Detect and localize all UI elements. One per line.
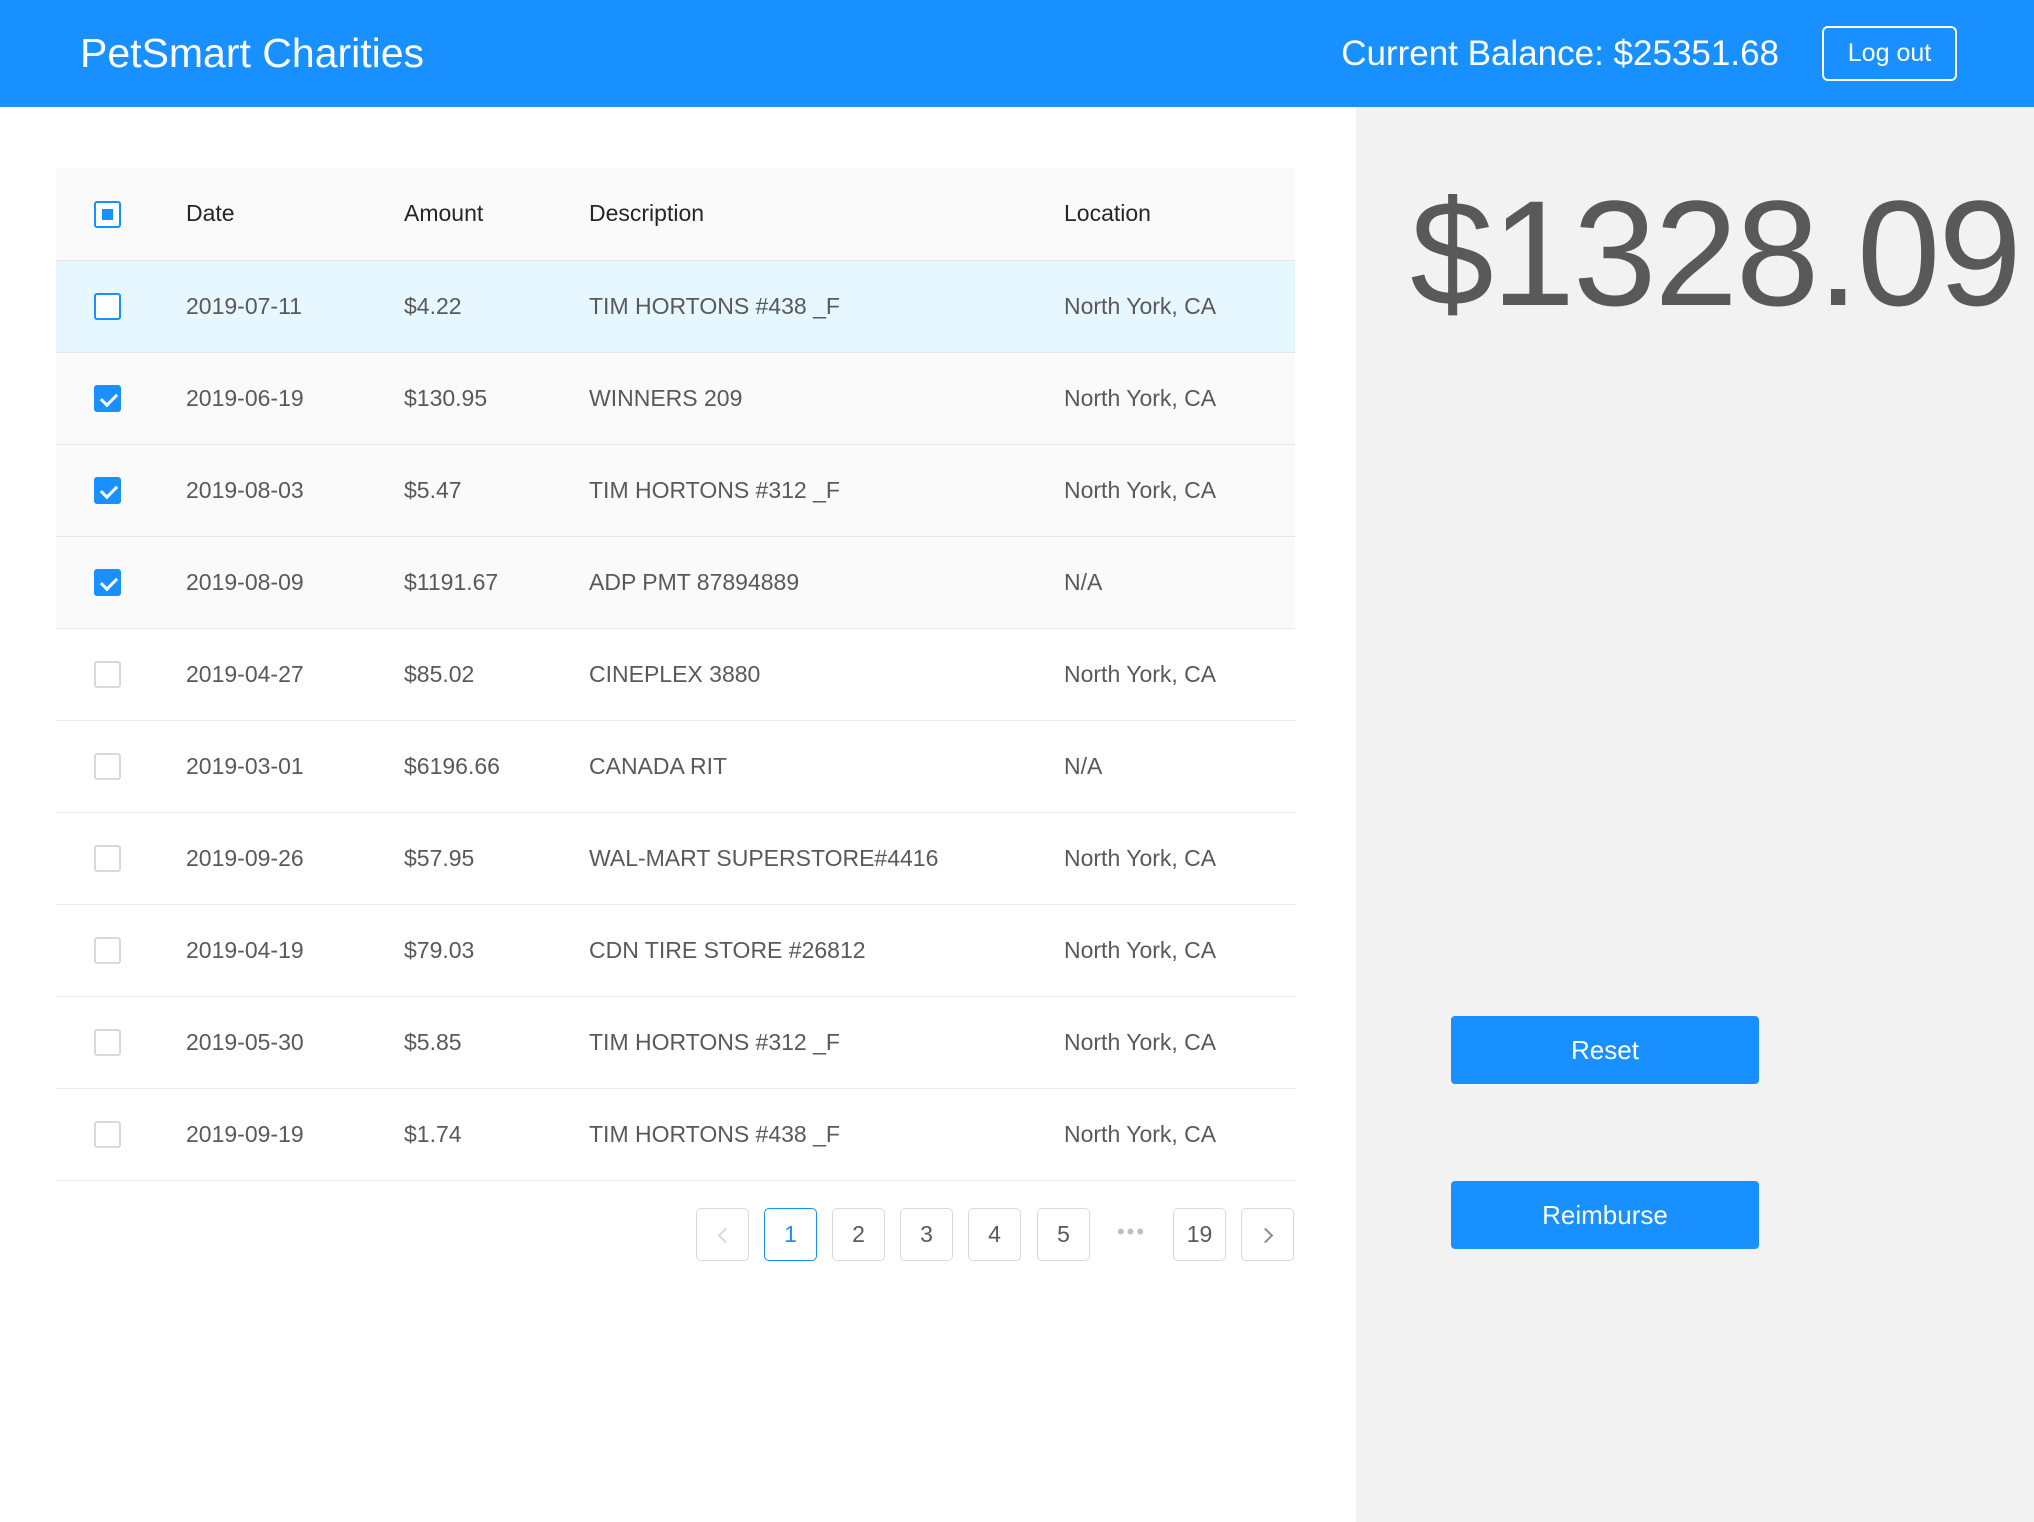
cell-location: North York, CA xyxy=(1064,352,1295,445)
page-button-5[interactable]: 5 xyxy=(1037,1208,1090,1261)
cell-date: 2019-08-09 xyxy=(186,536,404,629)
cell-date: 2019-09-26 xyxy=(186,812,404,905)
row-checkbox[interactable] xyxy=(94,661,121,689)
next-page-button[interactable] xyxy=(1241,1208,1294,1261)
cell-location: North York, CA xyxy=(1064,260,1295,353)
table-row[interactable]: 2019-03-01 $6196.66 CANADA RIT N/A xyxy=(56,720,1295,813)
cell-date: 2019-08-03 xyxy=(186,444,404,537)
cell-date: 2019-03-01 xyxy=(186,720,404,813)
cell-location: North York, CA xyxy=(1064,996,1295,1089)
table-row[interactable]: 2019-04-27 $85.02 CINEPLEX 3880 North Yo… xyxy=(56,628,1295,721)
select-all-checkbox[interactable] xyxy=(94,200,121,228)
cell-description: WINNERS 209 xyxy=(589,352,1064,445)
cell-amount: $6196.66 xyxy=(404,720,589,813)
cell-description: TIM HORTONS #438 _F xyxy=(589,1088,1064,1181)
page-button-1[interactable]: 1 xyxy=(764,1208,817,1261)
table-row[interactable]: 2019-06-19 $130.95 WINNERS 209 North Yor… xyxy=(56,352,1295,445)
table-row[interactable]: 2019-08-09 $1191.67 ADP PMT 87894889 N/A xyxy=(56,536,1295,629)
cell-amount: $1.74 xyxy=(404,1088,589,1181)
cell-amount: $85.02 xyxy=(404,628,589,721)
reimbursement-panel: $1328.09 Reset Reimburse xyxy=(1356,107,2034,1522)
cell-date: 2019-05-30 xyxy=(186,996,404,1089)
current-balance: Current Balance: $25351.68 xyxy=(1341,34,1779,73)
cell-location: North York, CA xyxy=(1064,444,1295,537)
row-checkbox[interactable] xyxy=(94,845,121,873)
table-row[interactable]: 2019-08-03 $5.47 TIM HORTONS #312 _F Nor… xyxy=(56,444,1295,537)
chevron-left-icon xyxy=(717,1228,733,1244)
column-header-description: Description xyxy=(589,168,1064,261)
column-header-date: Date xyxy=(186,168,404,261)
cell-location: North York, CA xyxy=(1064,812,1295,905)
row-checkbox[interactable] xyxy=(94,1121,121,1149)
cell-date: 2019-04-27 xyxy=(186,628,404,721)
logout-button[interactable]: Log out xyxy=(1822,26,1957,81)
app-header: PetSmart Charities Current Balance: $253… xyxy=(0,0,2034,107)
cell-description: TIM HORTONS #438 _F xyxy=(589,260,1064,353)
cell-amount: $130.95 xyxy=(404,352,589,445)
row-checkbox[interactable] xyxy=(94,1029,121,1057)
chevron-right-icon xyxy=(1257,1228,1273,1244)
page-button-3[interactable]: 3 xyxy=(900,1208,953,1261)
cell-location: N/A xyxy=(1064,720,1295,813)
cell-description: CDN TIRE STORE #26812 xyxy=(589,904,1064,997)
cell-amount: $79.03 xyxy=(404,904,589,997)
cell-description: CINEPLEX 3880 xyxy=(589,628,1064,721)
table-row[interactable]: 2019-04-19 $79.03 CDN TIRE STORE #26812 … xyxy=(56,904,1295,997)
transactions-table: Date Amount Description Location 2019-07… xyxy=(56,168,1295,1181)
cell-date: 2019-07-11 xyxy=(186,260,404,353)
cell-amount: $5.47 xyxy=(404,444,589,537)
reimburse-button[interactable]: Reimburse xyxy=(1451,1181,1759,1249)
row-checkbox[interactable] xyxy=(94,477,121,505)
page-button-2[interactable]: 2 xyxy=(832,1208,885,1261)
column-header-location: Location xyxy=(1064,168,1295,261)
cell-description: WAL-MART SUPERSTORE#4416 xyxy=(589,812,1064,905)
page-button-19[interactable]: 19 xyxy=(1173,1208,1226,1261)
selected-total: $1328.09 xyxy=(1410,169,2022,337)
cell-location: North York, CA xyxy=(1064,628,1295,721)
cell-location: N/A xyxy=(1064,536,1295,629)
row-checkbox[interactable] xyxy=(94,293,121,321)
cell-location: North York, CA xyxy=(1064,1088,1295,1181)
cell-date: 2019-09-19 xyxy=(186,1088,404,1181)
cell-description: ADP PMT 87894889 xyxy=(589,536,1064,629)
table-row[interactable]: 2019-09-26 $57.95 WAL-MART SUPERSTORE#44… xyxy=(56,812,1295,905)
row-checkbox[interactable] xyxy=(94,385,121,413)
cell-location: North York, CA xyxy=(1064,904,1295,997)
cell-amount: $1191.67 xyxy=(404,536,589,629)
page-button-4[interactable]: 4 xyxy=(968,1208,1021,1261)
table-row[interactable]: 2019-09-19 $1.74 TIM HORTONS #438 _F Nor… xyxy=(56,1088,1295,1181)
cell-amount: $4.22 xyxy=(404,260,589,353)
row-checkbox[interactable] xyxy=(94,753,121,781)
column-header-amount: Amount xyxy=(404,168,589,261)
table-row[interactable]: 2019-05-30 $5.85 TIM HORTONS #312 _F Nor… xyxy=(56,996,1295,1089)
cell-amount: $57.95 xyxy=(404,812,589,905)
cell-description: TIM HORTONS #312 _F xyxy=(589,996,1064,1089)
cell-date: 2019-06-19 xyxy=(186,352,404,445)
prev-page-button[interactable] xyxy=(696,1208,749,1261)
table-row[interactable]: 2019-07-11 $4.22 TIM HORTONS #438 _F Nor… xyxy=(56,260,1295,353)
reset-button[interactable]: Reset xyxy=(1451,1016,1759,1084)
cell-amount: $5.85 xyxy=(404,996,589,1089)
brand-title: PetSmart Charities xyxy=(80,30,425,76)
row-checkbox[interactable] xyxy=(94,937,121,965)
table-header-row: Date Amount Description Location xyxy=(56,168,1295,261)
cell-description: TIM HORTONS #312 _F xyxy=(589,444,1064,537)
cell-description: CANADA RIT xyxy=(589,720,1064,813)
page-ellipsis[interactable]: ••• xyxy=(1116,1219,1147,1244)
cell-date: 2019-04-19 xyxy=(186,904,404,997)
row-checkbox[interactable] xyxy=(94,569,121,597)
